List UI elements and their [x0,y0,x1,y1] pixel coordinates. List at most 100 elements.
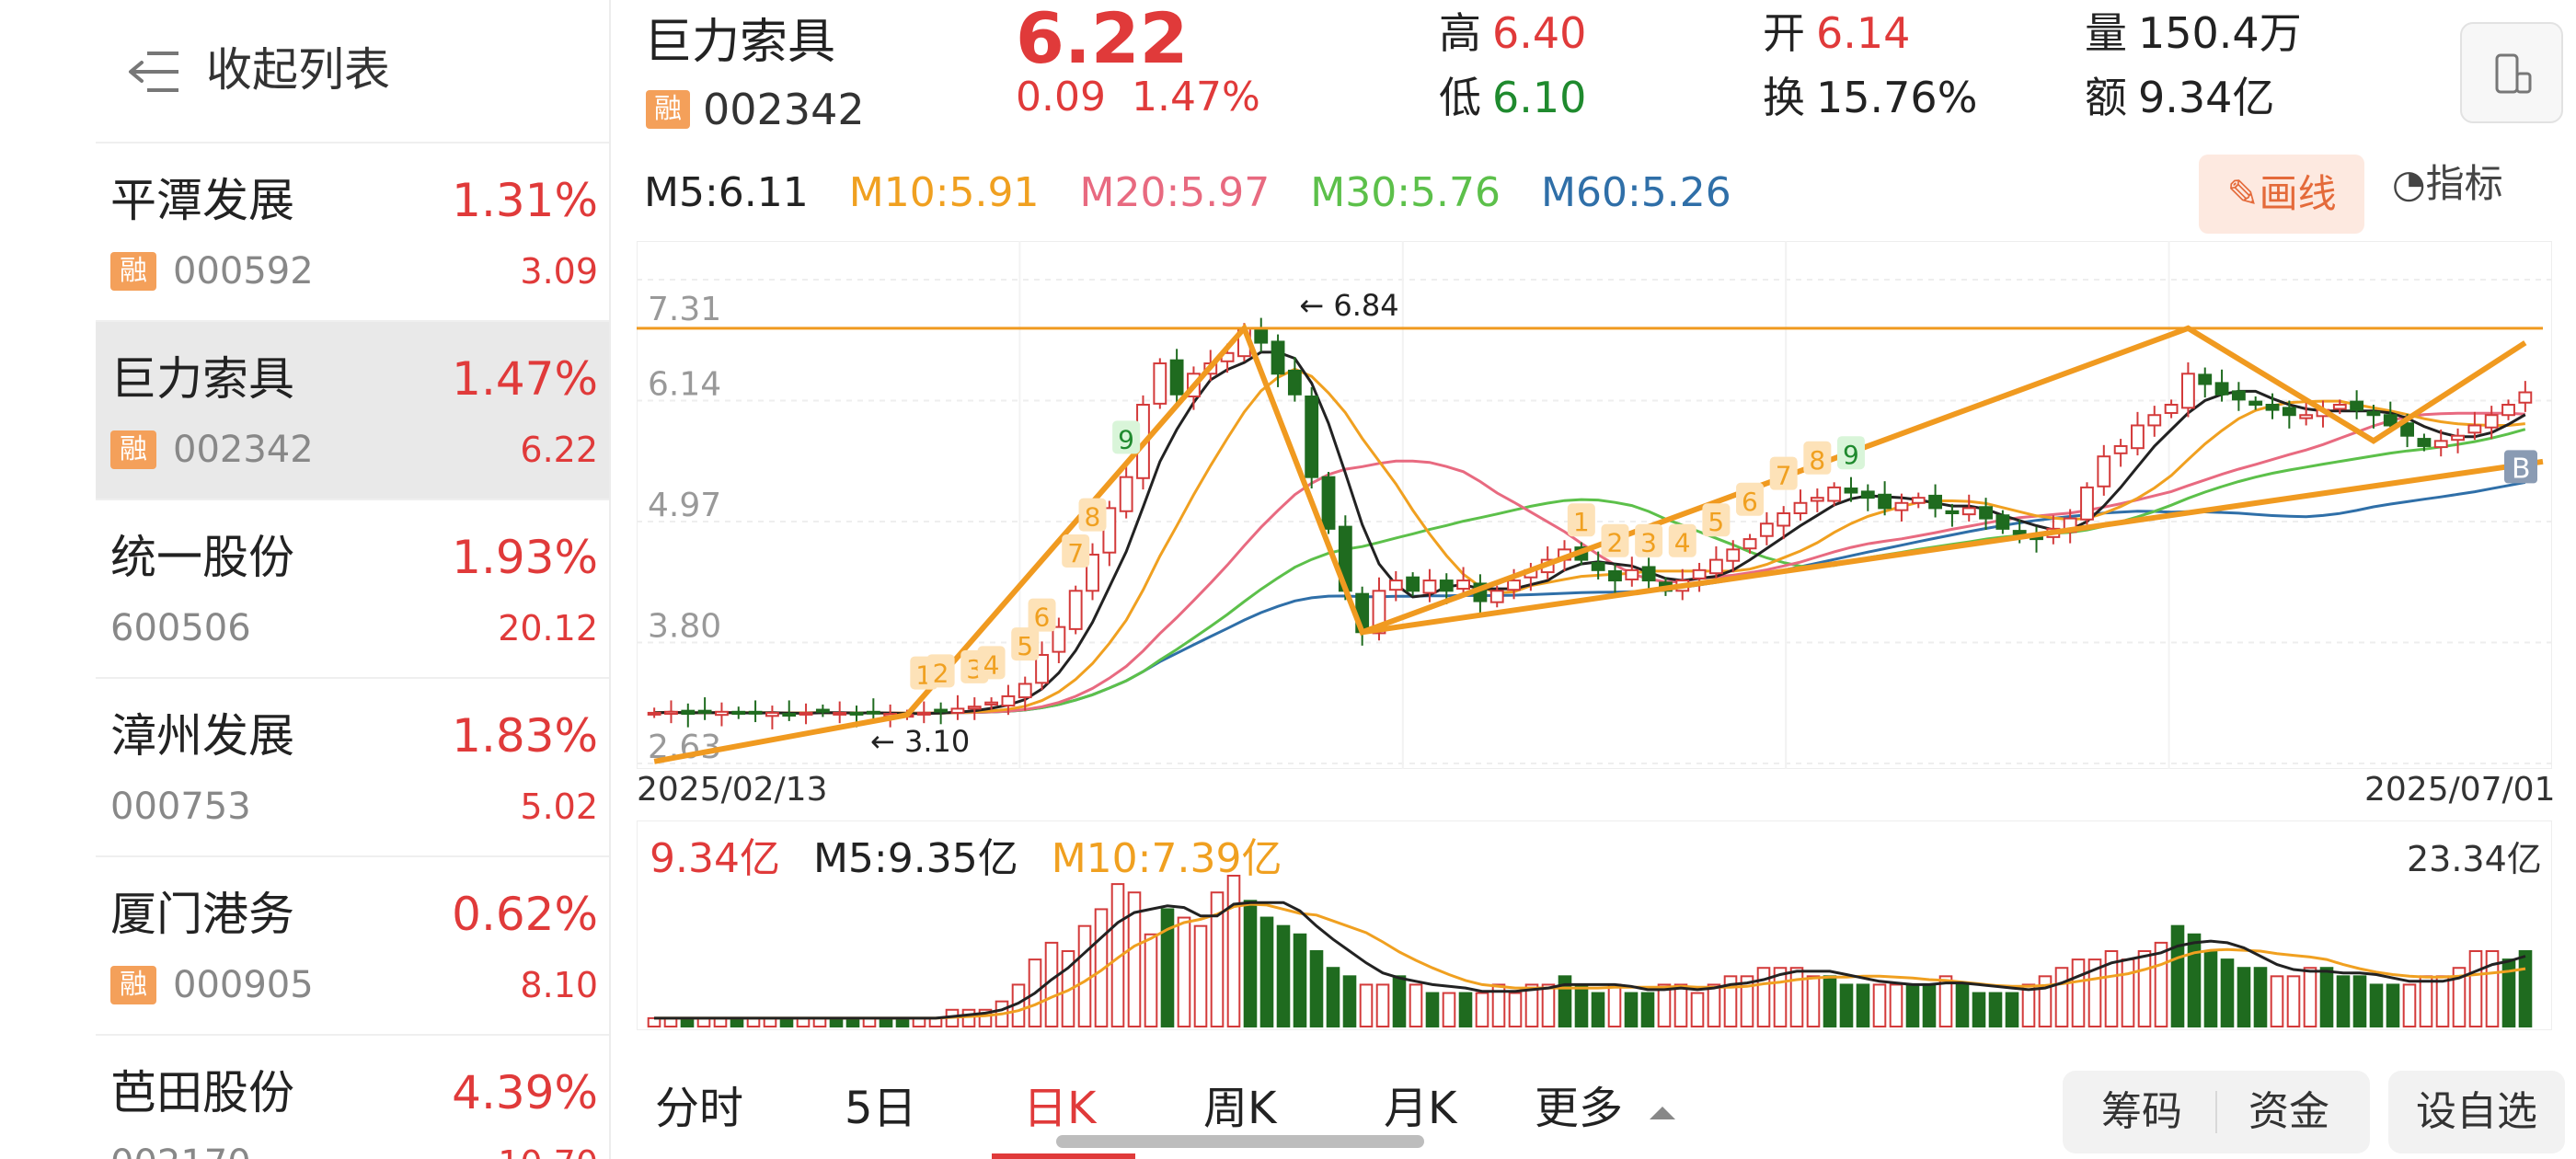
candle-body [1489,590,1504,603]
volume-bar [1491,983,1506,1027]
candle-body [1254,327,1269,344]
signal-count-label: 6 [1034,602,1051,633]
tab-weekly-k[interactable]: 周K [1203,1083,1277,1134]
draw-line-button[interactable]: ✎画线 [2199,155,2364,234]
tab-intraday[interactable]: 分时 [655,1083,744,1134]
candle-body [1456,580,1471,591]
tab-more-label: 更多 [1535,1083,1624,1134]
volume-bar [1243,900,1258,1028]
candle-body [1001,694,1016,707]
volume-bar [1955,983,1970,1027]
watchlist-item[interactable]: 统一股份 1.93% 600506 20.12 [96,500,609,679]
candle-body [1507,580,1521,591]
stat-open-value: 6.14 [1816,8,1911,58]
watchlist-item-code: 000753 [110,786,251,828]
candle-body [2299,414,2314,419]
volume-max-label: 23.34亿 [2407,839,2542,879]
watchlist-item[interactable]: 巨力索具 1.47% 融 002342 6.22 [96,322,609,500]
candle-body [2080,486,2094,521]
kline-chart[interactable]: 7.316.144.973.802.63 ← 6.84← 3.101 2 3 4567… [637,241,2552,769]
volume-bar [1789,967,1804,1028]
tab-monthly-k[interactable]: 月K [1384,1083,1457,1134]
tab-daily-k[interactable]: 日K [1023,1083,1097,1134]
volume-bar [1226,875,1241,1027]
watchlist-item-price: 3.09 [520,251,598,292]
signal-count-label: 1 [1573,507,1590,537]
volume-bar [1475,992,1489,1027]
candle-body [1692,568,1707,580]
volume-bar [2237,967,2251,1028]
horizontal-scrollbar[interactable] [1056,1135,1424,1148]
candle-body [866,710,880,715]
collapse-list-button[interactable]: 收起列表 [96,0,609,143]
watchlist-item-price: 10.70 [498,1137,598,1159]
volume-chart[interactable] [637,820,2552,1030]
watchlist-item[interactable]: 平潭发展 1.31% 融 000592 3.09 [96,143,609,322]
candle-body [833,711,847,716]
signal-count-box [1601,523,1629,557]
stat-high-label: 高 [1439,8,1481,58]
candle-body [1388,580,1403,591]
candle-body [2350,400,2364,411]
signal-count-label: 2 [933,658,949,688]
watchlist-item-code: 000905 [173,964,314,1006]
candle-body [2433,440,2448,449]
volume-bar [2270,975,2284,1027]
candle-body [2180,373,2195,409]
add-watchlist-button[interactable]: 设自选 [2388,1071,2565,1153]
signal-count-box [1062,534,1090,568]
active-tab-indicator [992,1153,1135,1159]
y-tick-label: 3.80 [648,608,721,646]
watchlist-item-pct: 0.62% [452,888,598,941]
volume-bar [1673,983,1688,1027]
candle-body [1961,507,1976,516]
candle-body [1878,493,1892,510]
tab-more[interactable]: 更多 [1535,1078,1679,1139]
period-tabs: 分时 5日 日K 周K 月K 更多 筹码 资金 设自选 [637,1058,2576,1159]
y-tick-label: 6.14 [648,366,721,404]
candle-body [2113,444,2128,454]
margin-badge: 融 [110,966,156,1004]
candle-body [1979,506,1993,520]
chips-button[interactable]: 筹码 [2101,1088,2182,1135]
candle-body [1928,494,1943,510]
stat-low-label: 低 [1439,73,1481,122]
candle-body [2282,407,2296,417]
stat-open-label: 开 [1763,8,1805,58]
tab-5day[interactable]: 5日 [845,1083,917,1134]
watchlist-item-name: 平潭发展 [110,174,294,227]
volume-legend: 9.34亿 M5:9.35亿 M10:7.39亿 [650,832,1302,887]
candle-body [934,708,949,713]
signal-count-box [1028,598,1056,632]
volume-ma5: M5:9.35亿 [812,835,1018,882]
signal-count-label: 4 [983,649,1000,680]
volume-bar [1640,992,1655,1027]
volume-bar [2286,975,2301,1027]
signal-count-box [1635,523,1663,557]
watchlist-item[interactable]: 厦门港务 0.62% 融 000905 8.10 [96,857,609,1036]
signal-count-box [926,654,955,688]
candle-body [2214,382,2229,396]
volume-current: 9.34亿 [650,835,780,882]
signal-count-label: 8 [1085,502,1101,533]
candle-body [731,710,746,716]
volume-bar [1839,983,1854,1027]
signal-count-label: 8 [1809,445,1825,476]
volume-bar [2336,975,2351,1027]
signal-count-label: 4 [1674,528,1691,558]
landscape-toggle-button[interactable] [2460,22,2563,123]
volume-bar [2452,967,2467,1028]
candle-body [748,710,763,715]
price-change: 0.09 [1016,74,1106,120]
volume-bar [1922,983,1937,1027]
funds-button[interactable]: 资金 [2248,1088,2329,1135]
stat-high-value: 6.40 [1492,8,1587,58]
watchlist-item[interactable]: 芭田股份 4.39% 002170 10.70 [96,1036,609,1159]
indicator-button[interactable]: ◔指标 [2392,156,2503,212]
volume-bar [2303,967,2317,1028]
watchlist-item[interactable]: 漳州发展 1.83% 000753 5.02 [96,679,609,857]
peak-annotation: ← 6.84 [1299,288,1398,323]
buy-marker [2504,450,2537,484]
volume-bar [2054,967,2069,1028]
candle-body [1271,340,1285,375]
